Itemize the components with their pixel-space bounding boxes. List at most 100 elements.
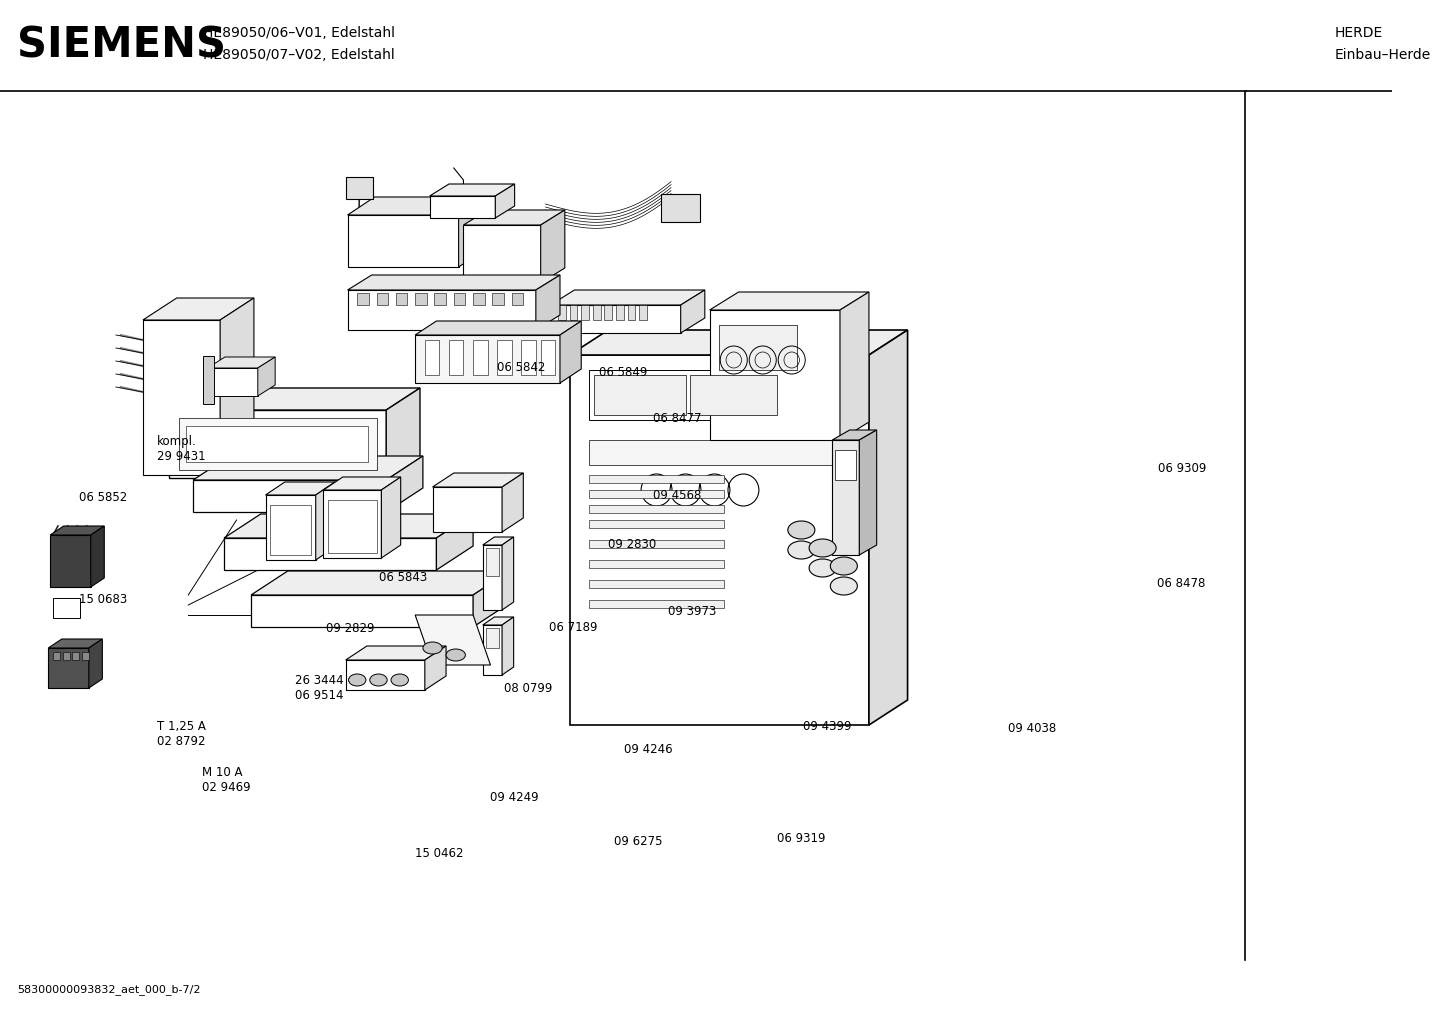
Text: 09 4246: 09 4246 xyxy=(624,744,672,756)
Polygon shape xyxy=(346,660,425,690)
Text: HE89050/07–V02, Edelstahl: HE89050/07–V02, Edelstahl xyxy=(203,48,395,62)
Polygon shape xyxy=(48,639,102,648)
Polygon shape xyxy=(348,197,486,215)
Text: 06 7189: 06 7189 xyxy=(548,622,597,634)
Bar xyxy=(588,560,724,568)
Polygon shape xyxy=(502,473,523,532)
Bar xyxy=(581,305,588,320)
Text: 06 8478: 06 8478 xyxy=(1156,578,1206,590)
Polygon shape xyxy=(386,455,423,512)
Bar xyxy=(346,177,372,199)
Polygon shape xyxy=(473,571,510,627)
Polygon shape xyxy=(169,410,386,478)
Bar xyxy=(570,305,577,320)
Polygon shape xyxy=(709,292,870,310)
Bar xyxy=(53,598,81,618)
Polygon shape xyxy=(709,310,841,440)
Bar xyxy=(588,580,724,588)
Polygon shape xyxy=(265,495,316,560)
Ellipse shape xyxy=(423,642,443,654)
Text: 09 4399: 09 4399 xyxy=(803,720,852,733)
Bar xyxy=(720,325,796,370)
Text: 06 9514: 06 9514 xyxy=(296,690,343,702)
Text: HE89050/06–V01, Edelstahl: HE89050/06–V01, Edelstahl xyxy=(203,26,395,40)
Text: 09 2830: 09 2830 xyxy=(609,538,656,550)
Text: 15 0462: 15 0462 xyxy=(415,848,463,860)
Text: 09 4568: 09 4568 xyxy=(653,489,701,501)
Bar xyxy=(415,293,427,305)
Polygon shape xyxy=(91,526,104,587)
Polygon shape xyxy=(415,615,490,665)
Text: 09 6275: 09 6275 xyxy=(614,836,662,848)
Polygon shape xyxy=(381,477,401,558)
Bar xyxy=(82,652,89,660)
Bar xyxy=(588,505,724,513)
Ellipse shape xyxy=(831,577,858,595)
Bar xyxy=(72,652,79,660)
Polygon shape xyxy=(433,473,523,487)
Text: 06 5843: 06 5843 xyxy=(379,572,427,584)
Ellipse shape xyxy=(446,649,466,661)
Text: 58300000093832_aet_000_b-7/2: 58300000093832_aet_000_b-7/2 xyxy=(17,984,200,996)
Bar xyxy=(492,293,505,305)
Bar xyxy=(497,340,512,375)
Bar xyxy=(541,340,555,375)
Polygon shape xyxy=(348,290,536,330)
Polygon shape xyxy=(483,625,502,675)
Text: 02 8792: 02 8792 xyxy=(157,736,206,748)
Bar xyxy=(593,305,600,320)
Polygon shape xyxy=(559,321,581,383)
Polygon shape xyxy=(224,514,473,538)
Text: 06 5852: 06 5852 xyxy=(79,491,127,503)
Text: SIEMENS: SIEMENS xyxy=(17,24,226,66)
Polygon shape xyxy=(430,184,515,196)
Text: 06 9319: 06 9319 xyxy=(777,833,825,845)
Text: HERDE: HERDE xyxy=(1334,26,1383,40)
Polygon shape xyxy=(541,210,565,283)
Bar xyxy=(588,370,782,420)
Bar xyxy=(203,356,215,404)
Text: 09 4249: 09 4249 xyxy=(490,792,539,804)
Polygon shape xyxy=(169,388,420,410)
Polygon shape xyxy=(251,595,473,627)
Text: kompl.: kompl. xyxy=(157,435,198,447)
Bar xyxy=(835,450,857,480)
Polygon shape xyxy=(536,275,559,330)
Text: 06 8477: 06 8477 xyxy=(653,413,701,425)
Bar xyxy=(616,305,624,320)
Polygon shape xyxy=(459,197,486,267)
Polygon shape xyxy=(433,487,502,532)
Ellipse shape xyxy=(809,559,836,577)
Polygon shape xyxy=(832,440,859,555)
Bar xyxy=(522,340,536,375)
Ellipse shape xyxy=(369,674,386,686)
Polygon shape xyxy=(208,368,258,396)
Bar xyxy=(397,293,408,305)
Polygon shape xyxy=(551,290,705,305)
Bar xyxy=(473,293,485,305)
Bar xyxy=(588,475,724,483)
Bar xyxy=(358,293,369,305)
Polygon shape xyxy=(437,514,473,570)
Polygon shape xyxy=(483,545,502,610)
Bar xyxy=(512,293,523,305)
Polygon shape xyxy=(323,490,381,558)
Polygon shape xyxy=(323,477,401,490)
Bar xyxy=(186,426,368,462)
Text: 02 9469: 02 9469 xyxy=(202,782,251,794)
Polygon shape xyxy=(463,225,541,283)
Polygon shape xyxy=(251,571,510,595)
Polygon shape xyxy=(265,482,335,495)
Ellipse shape xyxy=(349,674,366,686)
Bar xyxy=(448,340,463,375)
Polygon shape xyxy=(502,616,513,675)
Polygon shape xyxy=(415,321,581,335)
Polygon shape xyxy=(316,482,335,560)
Polygon shape xyxy=(50,526,104,535)
Polygon shape xyxy=(193,455,423,480)
Bar xyxy=(53,652,61,660)
Bar xyxy=(329,500,376,553)
Bar xyxy=(588,520,724,528)
Text: 09 3973: 09 3973 xyxy=(668,605,717,618)
Polygon shape xyxy=(870,330,907,725)
